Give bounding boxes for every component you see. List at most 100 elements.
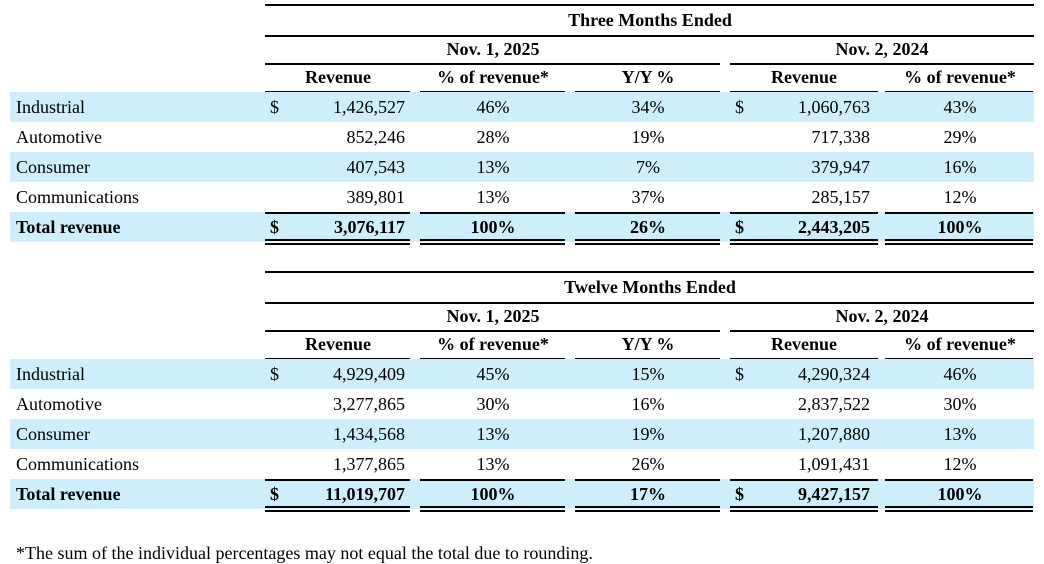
currency: $ (270, 364, 279, 384)
row-label: Communications (16, 187, 139, 207)
cell: 1,091,431 (798, 454, 870, 474)
rule (730, 212, 878, 214)
cell: 19% (631, 424, 665, 444)
cell: 7% (636, 157, 660, 177)
cell: 15% (631, 364, 665, 384)
cell: 45% (476, 364, 510, 384)
cell: 852,246 (346, 127, 406, 147)
table-title: Twelve Months Ended (564, 277, 736, 297)
rule (730, 63, 1034, 65)
footnote: *The sum of the individual percentages m… (16, 543, 593, 563)
table-title: Three Months Ended (568, 10, 732, 30)
top-rule (265, 4, 1034, 6)
cell: 28% (476, 127, 510, 147)
cell: 2,837,522 (798, 394, 870, 414)
cell: 717,338 (811, 127, 871, 147)
cell: 13% (476, 157, 510, 177)
row-label: Industrial (16, 97, 85, 117)
column-header: Revenue (305, 67, 371, 87)
cell: 12% (943, 454, 977, 474)
cell: 389,801 (346, 187, 406, 207)
cell: 30% (943, 394, 977, 414)
row-label: Automotive (16, 127, 102, 147)
column-header: % of revenue* (904, 67, 1016, 87)
rule (420, 91, 565, 93)
rule (730, 506, 878, 508)
currency: $ (270, 217, 279, 237)
column-header: % of revenue* (437, 67, 549, 87)
rule (265, 212, 410, 214)
rule (730, 239, 878, 241)
rule (575, 212, 720, 214)
currency: $ (735, 97, 744, 117)
rule (575, 239, 720, 241)
rule (265, 358, 410, 360)
rule (420, 358, 565, 360)
rule (420, 510, 565, 512)
rule (885, 479, 1033, 481)
cell: 19% (631, 127, 665, 147)
rule (575, 510, 720, 512)
cell: 2,443,205 (798, 217, 870, 237)
cell: 1,426,527 (333, 97, 405, 117)
cell: 11,019,707 (324, 484, 405, 504)
cell: 3,277,865 (333, 394, 405, 414)
column-header: Revenue (771, 67, 837, 87)
cell: 29% (943, 127, 977, 147)
cell: 26% (631, 454, 665, 474)
rule (730, 510, 878, 512)
row-shade (10, 479, 1034, 509)
rule (575, 479, 720, 481)
cell: 4,290,324 (798, 364, 870, 384)
currency: $ (270, 484, 279, 504)
cell: 1,060,763 (798, 97, 870, 117)
row-label: Consumer (16, 424, 90, 444)
row-label: Total revenue (16, 484, 121, 504)
rule (420, 506, 565, 508)
rule (265, 91, 410, 93)
row-label: Total revenue (16, 217, 121, 237)
column-header: % of revenue* (437, 334, 549, 354)
column-header: Revenue (771, 334, 837, 354)
row-label: Consumer (16, 157, 90, 177)
cell: 407,543 (346, 157, 406, 177)
row-shade (10, 359, 1034, 389)
rule (575, 91, 720, 93)
rule (575, 506, 720, 508)
rule (885, 91, 1033, 93)
currency: $ (735, 217, 744, 237)
rule (265, 239, 410, 241)
rule (420, 212, 565, 214)
row-label: Automotive (16, 394, 102, 414)
cell: 26% (630, 217, 666, 237)
column-header: Y/Y % (621, 67, 675, 87)
cell: 46% (943, 364, 977, 384)
currency: $ (270, 97, 279, 117)
cell: 37% (631, 187, 665, 207)
cell: 1,377,865 (333, 454, 405, 474)
cell: 13% (476, 454, 510, 474)
row-shade (10, 92, 1034, 122)
cell: 43% (943, 97, 977, 117)
cell: 12% (943, 187, 977, 207)
cell: 4,929,409 (333, 364, 405, 384)
rule (265, 243, 410, 245)
cell: 1,207,880 (798, 424, 870, 444)
rule (730, 479, 878, 481)
row-shade (10, 212, 1034, 242)
column-header: % of revenue* (904, 334, 1016, 354)
cell: 13% (476, 424, 510, 444)
cell: 100% (937, 484, 983, 504)
cell: 16% (631, 394, 665, 414)
cell: 17% (630, 484, 666, 504)
row-shade (10, 419, 1034, 449)
cell: 285,157 (811, 187, 871, 207)
row-label: Communications (16, 454, 139, 474)
rule (265, 302, 1034, 304)
rule (885, 510, 1033, 512)
rule (730, 330, 1034, 332)
rule (575, 243, 720, 245)
rule (420, 239, 565, 241)
cell: 9,427,157 (798, 484, 870, 504)
rule (730, 358, 878, 360)
